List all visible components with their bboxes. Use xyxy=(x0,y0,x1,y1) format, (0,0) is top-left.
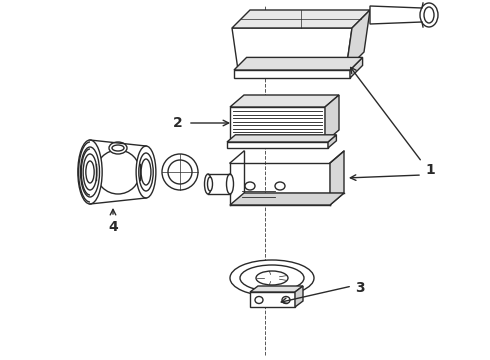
Ellipse shape xyxy=(83,154,97,190)
Ellipse shape xyxy=(204,174,212,194)
Polygon shape xyxy=(232,10,370,28)
Ellipse shape xyxy=(207,177,213,191)
Polygon shape xyxy=(250,286,303,292)
Ellipse shape xyxy=(141,159,151,185)
Polygon shape xyxy=(230,107,325,142)
Polygon shape xyxy=(350,57,363,78)
Text: 1: 1 xyxy=(425,163,435,177)
Text: 2: 2 xyxy=(173,116,183,130)
Polygon shape xyxy=(230,95,339,107)
Ellipse shape xyxy=(275,182,285,190)
Polygon shape xyxy=(370,6,422,24)
Ellipse shape xyxy=(255,297,263,303)
Ellipse shape xyxy=(109,142,127,154)
Polygon shape xyxy=(330,151,344,205)
Polygon shape xyxy=(234,57,363,70)
Polygon shape xyxy=(227,142,328,148)
Ellipse shape xyxy=(168,160,192,184)
Ellipse shape xyxy=(80,147,99,197)
Ellipse shape xyxy=(112,145,124,151)
Ellipse shape xyxy=(86,161,94,183)
Ellipse shape xyxy=(245,182,255,190)
Ellipse shape xyxy=(256,271,288,285)
Ellipse shape xyxy=(282,297,290,303)
Ellipse shape xyxy=(240,265,304,291)
Ellipse shape xyxy=(136,146,156,198)
Text: 3: 3 xyxy=(355,281,365,295)
Polygon shape xyxy=(227,135,337,142)
Polygon shape xyxy=(250,292,295,307)
Polygon shape xyxy=(232,28,352,70)
Polygon shape xyxy=(295,286,303,307)
Polygon shape xyxy=(346,10,370,70)
Ellipse shape xyxy=(139,153,153,191)
Ellipse shape xyxy=(78,140,102,204)
Polygon shape xyxy=(325,95,339,142)
Ellipse shape xyxy=(162,154,198,190)
Ellipse shape xyxy=(96,150,140,194)
Polygon shape xyxy=(234,70,350,78)
Polygon shape xyxy=(328,135,337,148)
Ellipse shape xyxy=(230,260,314,296)
Ellipse shape xyxy=(424,7,434,23)
Ellipse shape xyxy=(420,3,438,27)
Text: 4: 4 xyxy=(108,220,118,234)
Polygon shape xyxy=(230,193,344,205)
Ellipse shape xyxy=(226,174,234,194)
